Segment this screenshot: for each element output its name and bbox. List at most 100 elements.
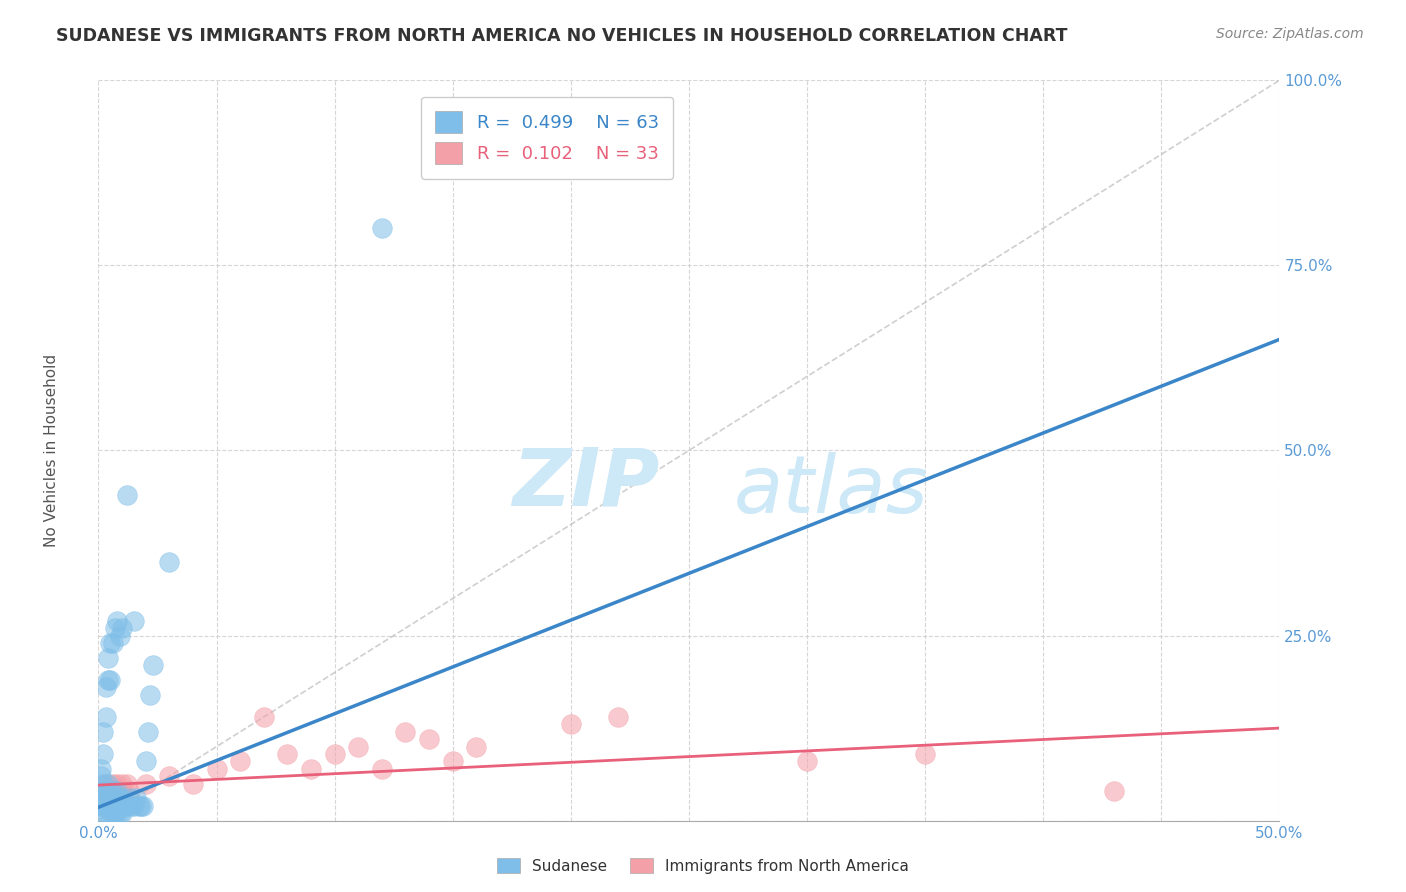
Point (90, 791, 112, 805)
Point (98, 791, 121, 805)
Point (97, 776, 120, 791)
Text: ZIP: ZIP (512, 445, 659, 523)
Point (94, 710, 117, 724)
Point (560, 717, 582, 731)
Point (371, 762, 394, 776)
Point (121, 798, 143, 813)
Point (97, 784, 120, 798)
Point (105, 806, 128, 821)
Point (111, 776, 134, 791)
Point (111, 806, 134, 821)
Point (105, 784, 128, 798)
Text: Source: ZipAtlas.com: Source: ZipAtlas.com (1216, 27, 1364, 41)
Point (129, 798, 152, 813)
Point (94, 784, 117, 798)
Point (101, 806, 124, 821)
Point (465, 739, 488, 754)
Point (98, 636, 121, 650)
Point (91, 798, 114, 813)
Point (91, 747, 114, 761)
Point (418, 732, 440, 747)
Point (91, 791, 114, 805)
Point (115, 776, 138, 791)
Point (607, 710, 630, 724)
Point (98, 806, 121, 821)
Point (323, 747, 346, 761)
Point (98, 798, 121, 813)
Point (796, 755, 818, 769)
Point (90, 784, 112, 798)
Point (205, 762, 228, 776)
Point (105, 614, 128, 628)
Point (371, 221, 394, 235)
Point (104, 784, 127, 798)
Point (111, 798, 134, 813)
Point (90, 769, 112, 783)
Point (94, 791, 117, 805)
Point (91, 806, 114, 821)
Point (299, 762, 322, 776)
Point (98, 673, 121, 687)
Point (104, 791, 127, 805)
Point (108, 806, 131, 821)
Point (125, 791, 148, 805)
Point (108, 628, 131, 642)
Point (118, 784, 141, 798)
Point (157, 555, 180, 569)
Text: No Vehicles in Household: No Vehicles in Household (44, 354, 59, 547)
Point (94, 798, 117, 813)
Point (132, 798, 155, 813)
Point (111, 791, 134, 805)
Point (112, 798, 135, 813)
Point (229, 755, 252, 769)
Point (122, 798, 145, 813)
Point (115, 488, 138, 502)
Text: SUDANESE VS IMMIGRANTS FROM NORTH AMERICA NO VEHICLES IN HOUSEHOLD CORRELATION C: SUDANESE VS IMMIGRANTS FROM NORTH AMERIC… (56, 27, 1067, 45)
Point (1102, 784, 1125, 798)
Point (118, 791, 141, 805)
Point (276, 747, 298, 761)
Point (139, 688, 162, 702)
Point (91, 776, 114, 791)
Point (97, 673, 120, 687)
Text: atlas: atlas (734, 452, 928, 530)
Point (347, 739, 370, 754)
Point (157, 769, 180, 783)
Point (101, 776, 124, 791)
Point (394, 724, 416, 739)
Legend: Sudanese, Immigrants from North America: Sudanese, Immigrants from North America (491, 852, 915, 880)
Point (101, 798, 124, 813)
Point (135, 776, 157, 791)
Point (94, 776, 117, 791)
Point (108, 791, 131, 805)
Point (253, 710, 276, 724)
Point (105, 776, 128, 791)
Point (90, 762, 112, 776)
Point (94, 681, 117, 695)
Point (104, 806, 127, 821)
Point (181, 776, 204, 791)
Point (97, 791, 120, 805)
Point (135, 755, 157, 769)
Point (98, 791, 121, 805)
Point (914, 747, 936, 761)
Point (94, 806, 117, 821)
Point (115, 798, 138, 813)
Point (108, 784, 131, 798)
Point (112, 784, 135, 798)
Point (90, 784, 112, 798)
Point (91, 724, 114, 739)
Point (91, 791, 114, 805)
Point (97, 650, 120, 665)
Point (111, 621, 134, 635)
Point (90, 798, 112, 813)
Point (122, 614, 145, 628)
Point (104, 621, 127, 635)
Point (101, 636, 124, 650)
Point (104, 798, 127, 813)
Point (441, 755, 464, 769)
Point (97, 798, 120, 813)
Point (128, 798, 150, 813)
Legend: R =  0.499    N = 63, R =  0.102    N = 33: R = 0.499 N = 63, R = 0.102 N = 33 (420, 96, 673, 178)
Point (142, 658, 165, 673)
